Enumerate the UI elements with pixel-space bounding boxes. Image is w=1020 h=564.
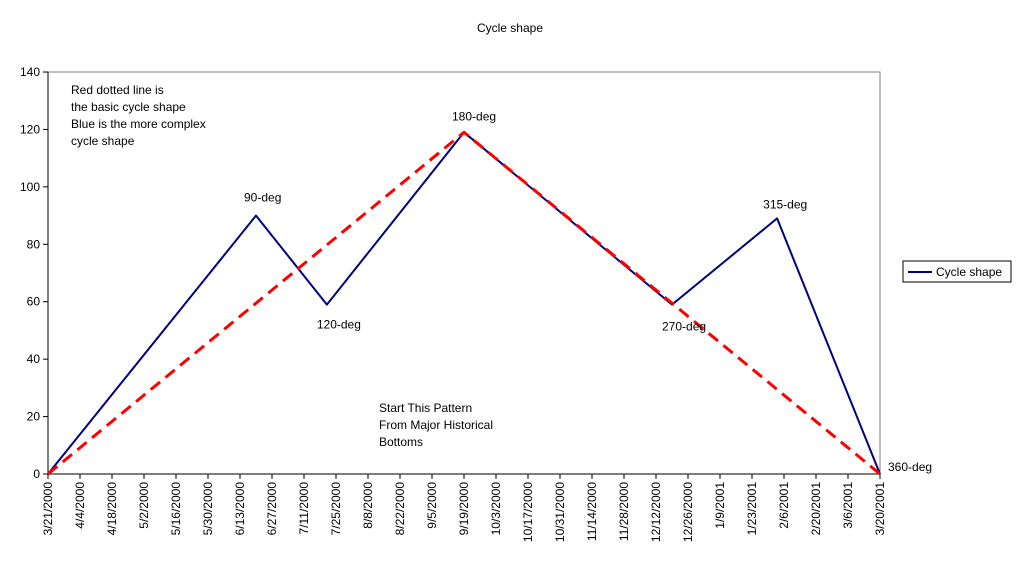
note-line: cycle shape xyxy=(71,134,135,148)
x-tick-label: 5/16/2000 xyxy=(169,482,183,536)
plot-area xyxy=(47,71,881,475)
note-line: the basic cycle shape xyxy=(71,100,186,114)
x-tick-label: 2/20/2001 xyxy=(809,482,823,536)
annotation-label: 120-deg xyxy=(317,318,361,332)
x-tick-label: 10/3/2000 xyxy=(489,482,503,536)
legend-note: Red dotted line is the basic cycle shape B… xyxy=(71,83,206,148)
y-tick-label: 120 xyxy=(20,122,40,136)
x-tick-label: 11/28/2000 xyxy=(617,482,631,541)
x-tick-label: 12/12/2000 xyxy=(649,482,663,542)
x-tick-label: 1/9/2001 xyxy=(713,482,727,529)
chart-title: Cycle shape xyxy=(477,21,543,35)
series-layer xyxy=(47,130,881,476)
x-tick-label: 3/6/2001 xyxy=(841,482,855,529)
legend-label: Cycle shape xyxy=(936,265,1002,279)
legend-box xyxy=(902,260,1012,283)
x-tick-label: 9/19/2000 xyxy=(457,482,471,536)
y-axis: 0 20 40 60 80 100 120 140 xyxy=(20,65,49,481)
x-tick-label: 2/6/2001 xyxy=(777,482,791,529)
y-tick-label: 40 xyxy=(27,352,41,366)
x-axis: 3/21/2000 4/4/2000 4/18/2000 5/2/2000 5/16/2… xyxy=(41,473,887,542)
x-tick-label: 11/14/2000 xyxy=(585,482,599,541)
x-tick-label: 3/21/2000 xyxy=(41,482,55,536)
basic-cycle-line xyxy=(47,130,881,476)
x-tick-label: 4/4/2000 xyxy=(73,482,87,529)
x-tick-label: 6/13/2000 xyxy=(233,482,247,536)
pattern-note: Start This Pattern From Major Historical B… xyxy=(379,401,493,449)
legend: Cycle shape xyxy=(902,260,1012,283)
annotation-label: 270-deg xyxy=(662,320,706,334)
annotation-label: 315-deg xyxy=(763,197,807,211)
x-tick-label: 5/30/2000 xyxy=(201,482,215,536)
note-line: Red dotted line is xyxy=(71,83,164,97)
x-tick-label: 12/26/2000 xyxy=(681,482,695,542)
y-tick-label: 140 xyxy=(20,65,40,79)
x-tick-label: 4/18/2000 xyxy=(105,482,119,536)
y-tick-label: 80 xyxy=(27,237,41,251)
x-tick-label: 7/11/2000 xyxy=(297,482,311,535)
x-tick-label: 5/2/2000 xyxy=(137,482,151,529)
note-layer: Red dotted line is the basic cycle shape B… xyxy=(71,83,493,449)
x-tick-label: 7/25/2000 xyxy=(329,482,343,536)
note-line: Blue is the more complex xyxy=(71,117,206,131)
y-tick-label: 100 xyxy=(20,180,40,194)
note-line: From Major Historical xyxy=(379,418,493,432)
y-tick-label: 20 xyxy=(27,410,41,424)
annotation-label: 180-deg xyxy=(452,109,496,123)
note-line: Start This Pattern xyxy=(379,401,472,415)
x-tick-label: 8/22/2000 xyxy=(393,482,407,536)
x-tick-label: 1/23/2001 xyxy=(745,482,759,536)
annotation-layer: 90-deg 120-deg 180-deg 270-deg 315-deg 360-de… xyxy=(244,109,932,474)
x-tick-label: 8/8/2000 xyxy=(361,482,375,529)
y-tick-label: 60 xyxy=(27,295,41,309)
x-tick-label: 10/31/2000 xyxy=(553,482,567,542)
y-tick-label: 0 xyxy=(33,467,40,481)
note-line: Bottoms xyxy=(379,435,423,449)
x-tick-label: 10/17/2000 xyxy=(521,482,535,542)
x-tick-label: 6/27/2000 xyxy=(265,482,279,536)
annotation-label: 90-deg xyxy=(244,191,281,205)
x-tick-label: 3/20/2001 xyxy=(873,482,887,536)
x-tick-label: 9/5/2000 xyxy=(425,482,439,529)
annotation-label: 360-deg xyxy=(888,460,932,474)
